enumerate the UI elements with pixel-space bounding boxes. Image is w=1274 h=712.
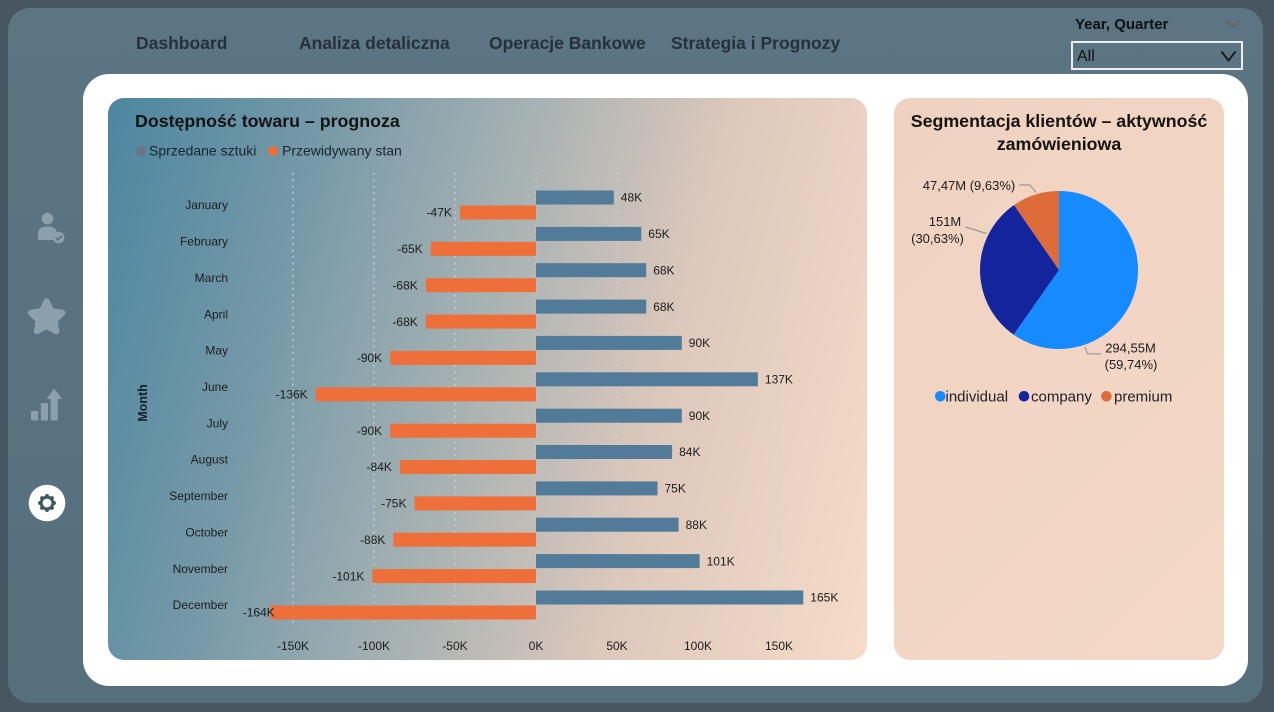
- svg-text:-84K: -84K: [367, 460, 392, 474]
- svg-text:150K: 150K: [765, 639, 793, 653]
- svg-text:(59,74%): (59,74%): [1105, 357, 1158, 372]
- svg-text:Month: Month: [136, 384, 150, 421]
- svg-text:-50K: -50K: [442, 639, 467, 653]
- svg-text:Przewidywany stan: Przewidywany stan: [282, 143, 402, 159]
- svg-text:July: July: [207, 416, 228, 430]
- svg-text:Segmentacja klientów – aktywno: Segmentacja klientów – aktywność: [911, 111, 1208, 131]
- svg-text:90K: 90K: [689, 409, 710, 423]
- svg-text:68K: 68K: [653, 263, 674, 277]
- svg-text:September: September: [169, 489, 228, 503]
- svg-text:88K: 88K: [686, 518, 707, 532]
- svg-text:April: April: [204, 307, 228, 321]
- svg-text:May: May: [205, 344, 228, 358]
- svg-text:84K: 84K: [679, 445, 700, 459]
- svg-text:Sprzedane sztuki: Sprzedane sztuki: [149, 143, 256, 159]
- svg-text:47,47M (9,63%): 47,47M (9,63%): [923, 178, 1016, 193]
- svg-text:December: December: [173, 598, 228, 612]
- svg-text:165K: 165K: [810, 591, 838, 605]
- svg-text:68K: 68K: [653, 300, 674, 314]
- svg-text:-47K: -47K: [427, 206, 452, 220]
- svg-text:0K: 0K: [529, 639, 544, 653]
- svg-text:-88K: -88K: [360, 533, 385, 547]
- svg-text:Dostępność towaru – prognoza: Dostępność towaru – prognoza: [135, 111, 400, 131]
- svg-text:294,55M: 294,55M: [1105, 341, 1156, 356]
- svg-text:January: January: [185, 198, 228, 212]
- svg-text:February: February: [180, 235, 228, 249]
- svg-text:90K: 90K: [689, 336, 710, 350]
- svg-text:-101K: -101K: [332, 569, 364, 583]
- svg-text:-68K: -68K: [392, 315, 417, 329]
- svg-text:75K: 75K: [665, 482, 686, 496]
- svg-text:48K: 48K: [621, 191, 642, 205]
- svg-text:-150K: -150K: [277, 639, 309, 653]
- svg-text:November: November: [173, 562, 228, 576]
- svg-text:-90K: -90K: [357, 424, 382, 438]
- svg-text:March: March: [195, 271, 228, 285]
- svg-text:-75K: -75K: [381, 497, 406, 511]
- svg-text:-164K: -164K: [243, 606, 275, 620]
- svg-text:100K: 100K: [684, 639, 712, 653]
- svg-text:151M: 151M: [929, 214, 962, 229]
- svg-text:-136K: -136K: [276, 388, 308, 402]
- svg-text:October: October: [185, 525, 228, 539]
- svg-text:company: company: [1031, 389, 1092, 406]
- svg-text:65K: 65K: [648, 227, 669, 241]
- svg-text:50K: 50K: [606, 639, 627, 653]
- svg-text:101K: 101K: [707, 554, 735, 568]
- svg-text:-65K: -65K: [397, 242, 422, 256]
- svg-text:zamówieniowa: zamówieniowa: [997, 134, 1122, 154]
- svg-text:(30,63%): (30,63%): [911, 231, 964, 246]
- svg-text:individual: individual: [946, 389, 1009, 406]
- svg-text:August: August: [191, 453, 229, 467]
- svg-text:-100K: -100K: [358, 639, 390, 653]
- svg-text:-90K: -90K: [357, 351, 382, 365]
- svg-text:premium: premium: [1114, 389, 1172, 406]
- svg-text:-68K: -68K: [392, 278, 417, 292]
- svg-text:137K: 137K: [765, 373, 793, 387]
- svg-text:June: June: [202, 380, 228, 394]
